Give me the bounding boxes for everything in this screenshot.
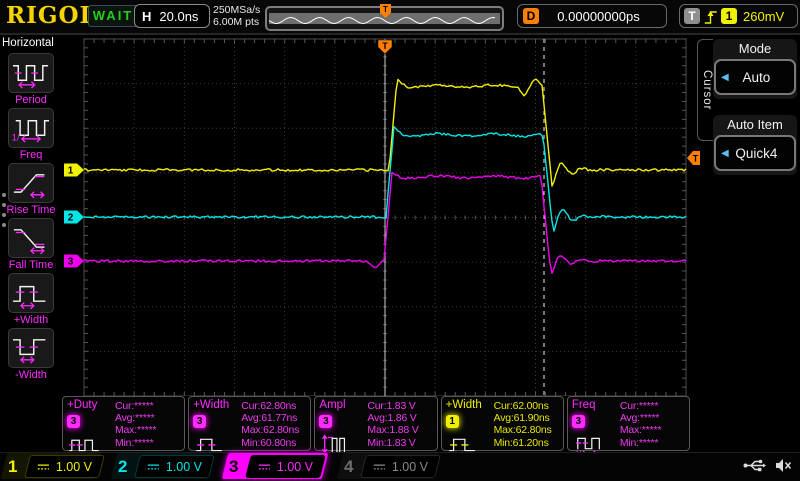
channel-scale: 1.00 V (392, 459, 429, 474)
channel-badge: 1 (445, 415, 459, 428)
preview-waveform (268, 16, 496, 25)
channel-scale: 1.00 V (166, 459, 203, 474)
ch3-trace (84, 171, 687, 274)
channel-badge: 3 (67, 415, 80, 428)
menu-item-plus-width[interactable]: +Width (0, 273, 62, 326)
trigger-position-marker[interactable] (377, 39, 393, 55)
trigger-level-marker[interactable] (687, 151, 700, 165)
channel-scale-box: 1.00 V (134, 455, 216, 478)
trigger-level-value: 260mV (743, 8, 785, 24)
acquisition-status-badge: WAIT (88, 5, 138, 27)
channel-scale: 1.00 V (277, 459, 314, 474)
measurement-bar: +Duty 3 Cur:***** Avg:***** Max:***** Mi… (62, 396, 691, 458)
dc-coupling-icon (258, 463, 271, 470)
ch1-offset-label: 1 (68, 166, 74, 177)
channel-number: 3 (229, 456, 239, 476)
mode-title: Mode (738, 41, 772, 56)
channel-tab-1[interactable]: 1 1.00 V (0, 453, 106, 480)
channel-badge: 3 (193, 415, 207, 428)
menu-item-freq[interactable]: 1/ Freq (0, 108, 62, 161)
fall-time-icon (13, 229, 45, 254)
timebase-value: 20.0ns (159, 8, 199, 24)
memory-preview-strip: T (265, 4, 504, 31)
ch1-trace (83, 78, 687, 187)
channel-tab-4[interactable]: 4 1.00 V (336, 453, 442, 480)
menu-item-rise-time[interactable]: Rise Time (0, 163, 62, 216)
h-label: H (142, 8, 152, 24)
menu-page-dots (2, 193, 6, 227)
measurement-panel-pwidth-ch1[interactable]: +Width 1 Cur:62.00ns Avg:61.90ns Max:62.… (440, 396, 564, 458)
plus-width-icon (13, 285, 46, 309)
channel-tab-3[interactable]: 3 1.00 V (221, 453, 331, 480)
ch3-offset-marker[interactable] (64, 254, 84, 268)
rising-edge-icon (704, 10, 717, 24)
trigger-position-mini-marker[interactable]: T (380, 4, 391, 18)
memory-preview-band (268, 13, 500, 25)
menu-item-minus-width[interactable]: -Width (0, 328, 62, 381)
channel-tab-2[interactable]: 2 1.00 V (110, 453, 216, 480)
delay-box[interactable]: D 0.00000000ps (517, 4, 667, 28)
channel-scale-box: 1.00 V (245, 455, 327, 478)
dc-coupling-icon (147, 463, 160, 470)
delay-badge: D (523, 8, 539, 24)
auto-item-section: Auto Item ◀ Quick4 (713, 115, 797, 175)
measurement-panel-duty[interactable]: +Duty 3 Cur:***** Avg:***** Max:***** Mi… (62, 396, 186, 458)
chevron-left-icon: ◀ (721, 71, 729, 83)
channel-number: 2 (118, 456, 128, 476)
auto-item-title: Auto Item (727, 117, 783, 132)
trigger-source-badge: 1 (721, 8, 737, 24)
ch3-offset-label: 3 (68, 257, 74, 268)
svg-text:1/: 1/ (12, 133, 20, 143)
preview-sine (268, 16, 496, 25)
trigger-label: T (684, 8, 700, 24)
horizontal-timebase-box[interactable]: H 20.0ns (134, 4, 210, 28)
measurement-panel-pwidth-ch3[interactable]: +Width 3 Cur:62.80ns Avg:61.77ns Max:62.… (188, 396, 312, 458)
top-status-bar: RIGOL WAIT H 20.0ns 250MSa/s 6.00M pts T… (0, 0, 800, 35)
mode-button[interactable]: ◀ Auto (714, 59, 796, 95)
speaker-muted-icon (776, 459, 792, 472)
cursor-menu-panel: Cursor Mode ◀ Auto Auto Item ◀ Quick4 (697, 33, 800, 480)
trigger-position-label: T (382, 41, 388, 51)
trigger-box[interactable]: T 1 260mV (679, 4, 798, 28)
ch2-offset-marker[interactable] (64, 210, 84, 224)
delay-value: 0.00000000ps (557, 8, 640, 24)
ch1-offset-marker[interactable] (64, 163, 84, 177)
minus-width-icon (13, 339, 46, 364)
trigger-level-label: T (693, 154, 699, 164)
period-icon (13, 65, 49, 89)
channel-scale: 1.00 V (56, 459, 93, 474)
ch2-offset-label: 2 (68, 213, 74, 224)
dc-coupling-icon (373, 463, 386, 470)
sample-rate-readout: 250MSa/s 6.00M pts (213, 4, 261, 28)
channel-badge: 3 (319, 415, 333, 428)
measurement-panel-freq[interactable]: Freq 3 1/ Cur:***** Avg:***** Max:***** … (566, 396, 691, 457)
channel-number: 4 (344, 456, 354, 476)
auto-item-button[interactable]: ◀ Quick4 (714, 135, 796, 171)
ch2-trace (83, 126, 687, 232)
chevron-left-icon: ◀ (721, 147, 729, 159)
channel-scale-box: 1.00 V (24, 455, 106, 478)
menu-item-fall-time[interactable]: Fall Time (0, 218, 62, 271)
channel-number: 1 (8, 456, 18, 476)
channel-badge: 3 (571, 415, 585, 428)
rise-time-icon (13, 174, 45, 199)
cursor-menu-tab[interactable]: Cursor (697, 39, 713, 141)
usb-icon (743, 459, 766, 472)
channel-status-bar: 1 1.00 V 2 1.00 V 3 1.00 V (0, 452, 800, 481)
left-menu-title: Horizontal (2, 37, 54, 49)
rigol-logo: RIGOL (6, 2, 97, 29)
dc-coupling-icon (37, 463, 50, 470)
menu-item-period[interactable]: Period (0, 53, 62, 106)
freq-icon: 1/ (12, 120, 49, 143)
horizontal-measure-menu: Horizontal Period 1/ Freq Rise Time Fall… (0, 33, 62, 452)
measurement-panel-ampl[interactable]: Ampl 3 Cur:1.83 V Avg:1.86 V Max:1.88 V … (314, 396, 438, 454)
mode-section: Mode ◀ Auto (713, 39, 797, 99)
channel-scale-box: 1.00 V (360, 455, 442, 478)
